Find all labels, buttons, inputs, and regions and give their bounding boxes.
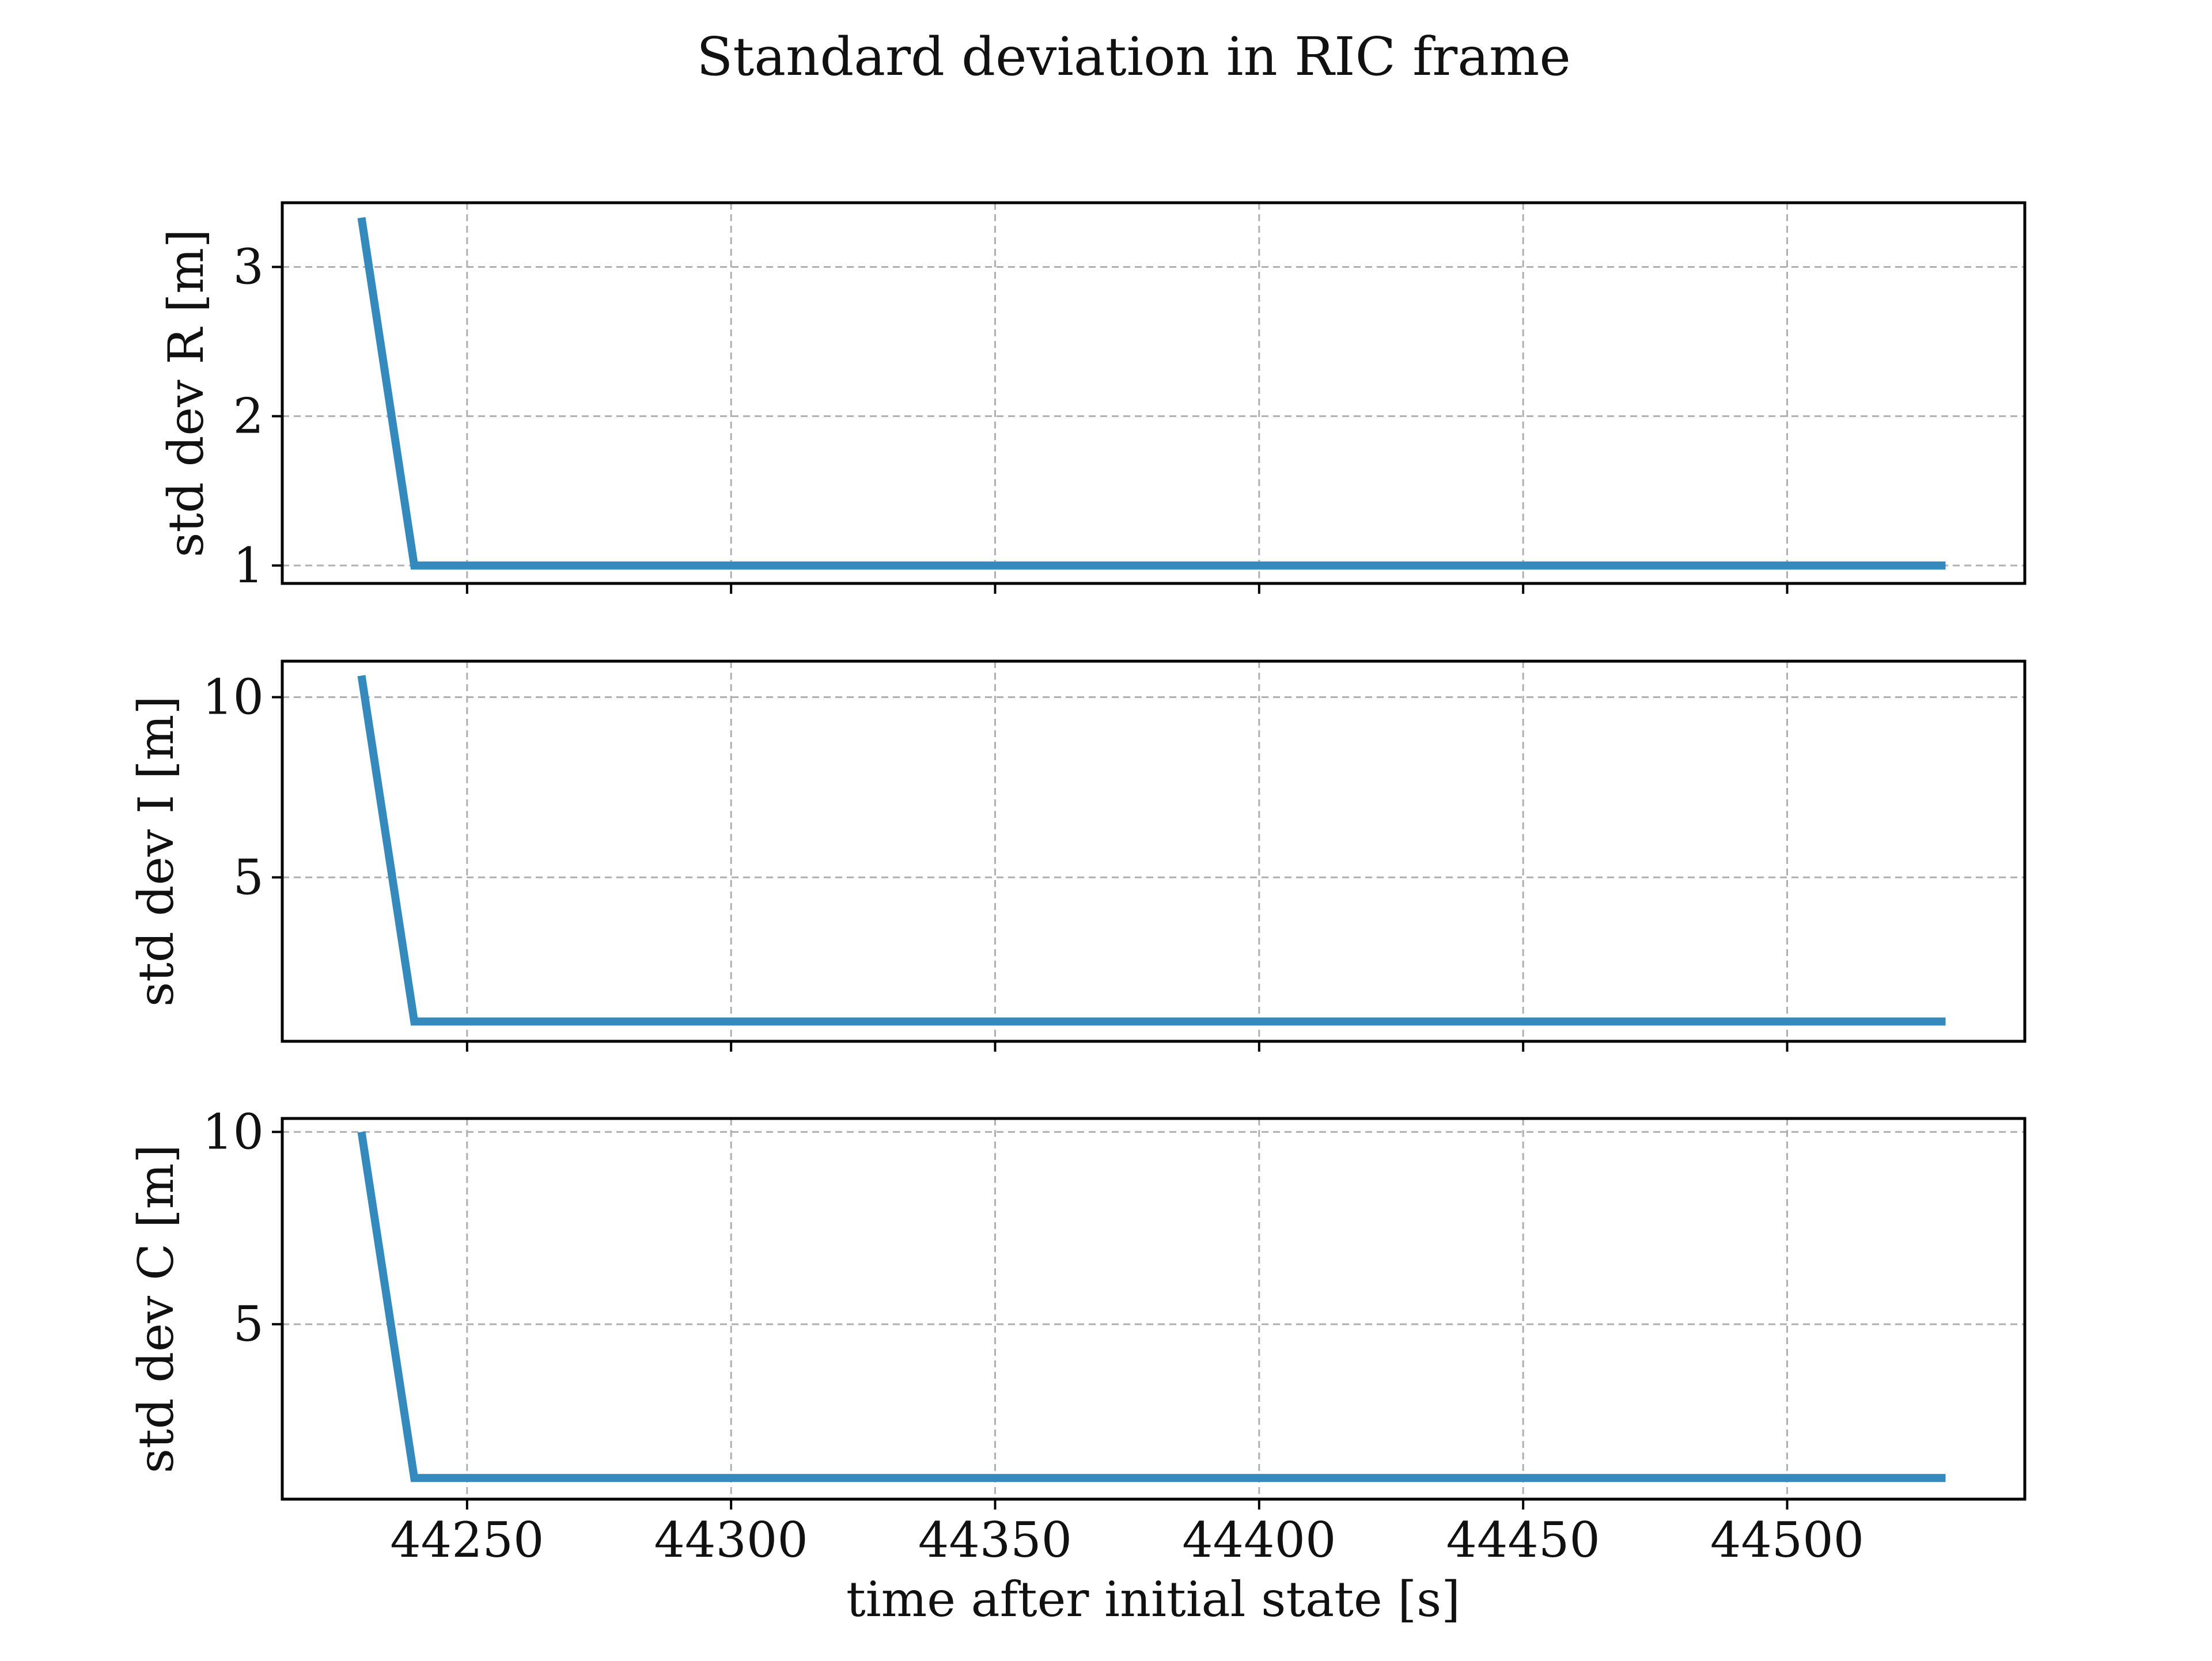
x-axis-label: time after initial state [s] [846, 1571, 1460, 1628]
axes-frame [281, 659, 2027, 1043]
y-tick-label: 5 [233, 1296, 264, 1352]
y-axis-label: std dev R [m] [158, 229, 214, 557]
series-line [357, 674, 1946, 1026]
x-tick-label: 44400 [1182, 1512, 1336, 1568]
y-tick-label: 1 [233, 537, 264, 594]
y-axis-label: std dev C [m] [128, 1144, 184, 1473]
series-line [357, 217, 1946, 570]
x-tick-label: 44500 [1710, 1512, 1864, 1568]
chart-title: Standard deviation in RIC frame [696, 26, 1571, 88]
axes-frame [281, 201, 2027, 585]
y-tick-label: 3 [233, 238, 264, 295]
x-tick-label: 44450 [1446, 1512, 1600, 1568]
subplot-3: 5 10 44250 44300 44350 44400 44450 44500 std dev… [128, 1103, 2027, 1568]
axes-frame [281, 1117, 2027, 1501]
y-tick-label: 10 [202, 669, 264, 726]
x-tick-label: 44250 [390, 1512, 544, 1568]
y-tick-label: 5 [233, 849, 264, 905]
series-line [357, 1131, 1946, 1482]
y-tick-label: 2 [233, 388, 264, 445]
subplot-2: 5 10 std dev I [m] [128, 659, 2027, 1052]
x-tick-label: 44350 [918, 1512, 1072, 1568]
subplot-1: 1 2 3 std dev R [m] [158, 201, 2027, 594]
y-tick-label: 10 [202, 1103, 264, 1160]
y-axis-label: std dev I [m] [128, 696, 184, 1007]
x-tick-label: 44300 [654, 1512, 808, 1568]
